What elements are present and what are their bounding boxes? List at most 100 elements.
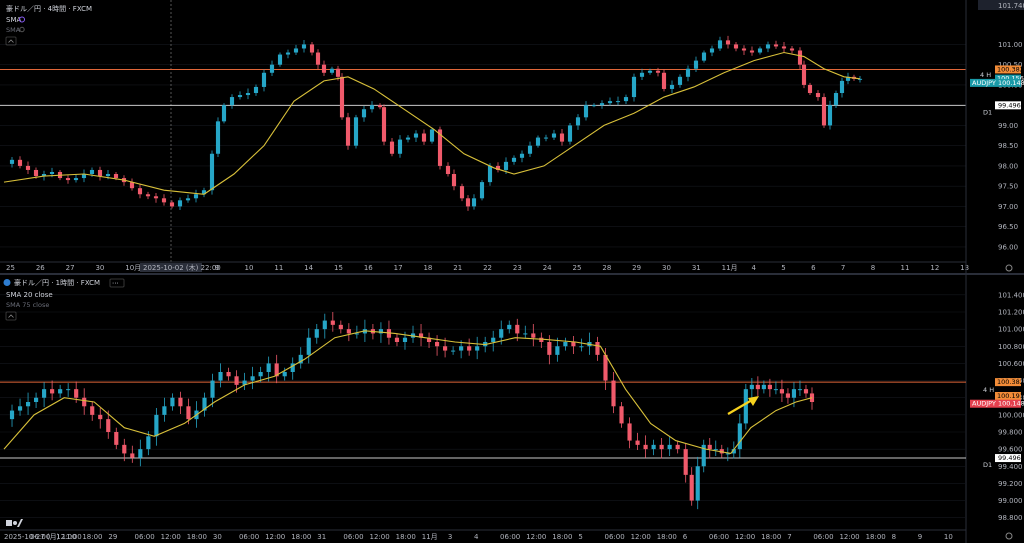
time-tick-label: 6 [811, 264, 816, 272]
candle-body [122, 444, 127, 454]
chart-4h-pane[interactable]: 豪ドル／円 · 4時間 · FXCM SMA SMA 25 26 27 30 10月 8 9… [0, 0, 969, 272]
time-tick-label: 06:00 [604, 533, 624, 541]
tv-logo-dot [13, 521, 17, 525]
sma-line-4h [3, 51, 861, 195]
candle-body [161, 198, 167, 203]
candle-body [218, 372, 223, 381]
time-tick-label: 06:00 [709, 533, 729, 541]
candle-body [607, 101, 613, 104]
price-tick-label: 100.000 [998, 411, 1024, 419]
candle-body [717, 40, 723, 49]
candle-body [293, 48, 299, 53]
time-tick-label: 12:00 [265, 533, 285, 541]
tag-symbol-1h-text: AUDJPY 100.148 [972, 400, 1024, 408]
candle-body [345, 117, 351, 146]
time-tick-label: 10 [944, 533, 953, 541]
annotation-arrow[interactable] [727, 396, 759, 415]
time-tick-label: 06:00 [135, 533, 155, 541]
time-tick-label: 12 [930, 264, 939, 272]
candle-body [106, 419, 111, 432]
candle-body [394, 337, 400, 342]
candle-body [282, 372, 287, 377]
price-tick-label: 99.00 [998, 122, 1018, 130]
time-tick-label: 28 [602, 264, 611, 272]
tag-white-4h [995, 101, 1021, 110]
tag-white-4h-text: 99.496 [998, 101, 1021, 109]
candle-body [779, 389, 785, 394]
candle-body [623, 97, 629, 102]
tag-d1-label: D1 [983, 108, 992, 116]
eye-icon[interactable] [19, 26, 25, 33]
sma-settings-icon[interactable] [19, 16, 25, 23]
tag-teal-4h [995, 74, 1021, 83]
candle-body [767, 384, 772, 390]
candle-body [73, 178, 79, 181]
candle-body [643, 444, 648, 450]
sma-label-1[interactable]: SMA [6, 16, 21, 24]
candle-body [397, 139, 403, 154]
candle-body [9, 159, 15, 164]
candle-body [635, 440, 640, 445]
candle-body [315, 52, 321, 65]
gear-icon-1h[interactable] [1005, 532, 1013, 540]
candle-body [314, 329, 319, 338]
collapse-toggle-1h[interactable] [5, 311, 17, 321]
price-tick-label: 101.400 [998, 291, 1024, 299]
candle-body [839, 80, 845, 94]
candle-body [413, 133, 419, 138]
chart-4h-title: 豪ドル／円 · 4時間 · FXCM [6, 4, 92, 13]
tradingview-logo[interactable] [6, 519, 23, 527]
sma75-label[interactable]: SMA 75 close [6, 301, 49, 309]
time-tick-label: 18:00 [187, 533, 207, 541]
time-tick-label: 12:00 [56, 533, 76, 541]
candle-body [511, 157, 517, 162]
candle-body [531, 333, 536, 338]
candle-body [781, 46, 787, 49]
candle-body [97, 169, 103, 177]
candle-body [221, 105, 227, 122]
collapse-toggle[interactable] [5, 36, 17, 46]
candle-body [253, 86, 259, 94]
candle-body [467, 346, 472, 351]
more-options-button[interactable] [109, 278, 125, 288]
candle-body [405, 137, 411, 140]
more-options-icon: ··· [112, 280, 119, 288]
sma-label-2[interactable]: SMA [6, 26, 21, 34]
time-tick-label: 21 [453, 264, 462, 272]
time-tick-label: 25 [573, 264, 582, 272]
price-tick-label: 97.50 [998, 183, 1018, 191]
candle-body [162, 406, 167, 415]
time-tick-label: 8 [892, 533, 896, 541]
time-tick-label: 5 [781, 264, 785, 272]
candle-body [519, 153, 525, 158]
candle-body [487, 165, 493, 183]
tag-symbol-4h [970, 78, 1021, 87]
tag-orange-4h-text: 100.382 [997, 65, 1024, 73]
candle-body [298, 354, 303, 364]
candle-body [229, 97, 235, 106]
candle-body [309, 44, 315, 53]
sma20-label[interactable]: SMA 20 close [6, 291, 53, 299]
candle-body [821, 97, 827, 126]
candle-body [731, 449, 736, 454]
candle-body [725, 40, 731, 45]
candle-body [129, 182, 135, 189]
gear-icon[interactable] [1005, 264, 1013, 272]
time-tick-label: 22 [483, 264, 492, 272]
gear-icon-ring-4h [1005, 264, 1013, 272]
chart-4h-grid [0, 44, 966, 248]
candle-body [707, 444, 712, 450]
time-tick-label: 17 [394, 264, 403, 272]
candle-body [90, 406, 95, 415]
tv-logo-block [6, 520, 12, 526]
tag-orange-1h [995, 378, 1021, 387]
candle-body [579, 346, 584, 348]
candle-body [301, 44, 307, 49]
candle-body [451, 174, 457, 187]
candle-body [306, 337, 311, 355]
chart-1h-pane[interactable]: 豪ドル／円 · 1時間 · FXCM ··· SMA 20 close SMA … [0, 278, 966, 541]
candle-body [647, 70, 653, 73]
candle-body [495, 165, 501, 170]
chart-1h-title: 豪ドル／円 · 1時間 · FXCM [14, 278, 100, 287]
